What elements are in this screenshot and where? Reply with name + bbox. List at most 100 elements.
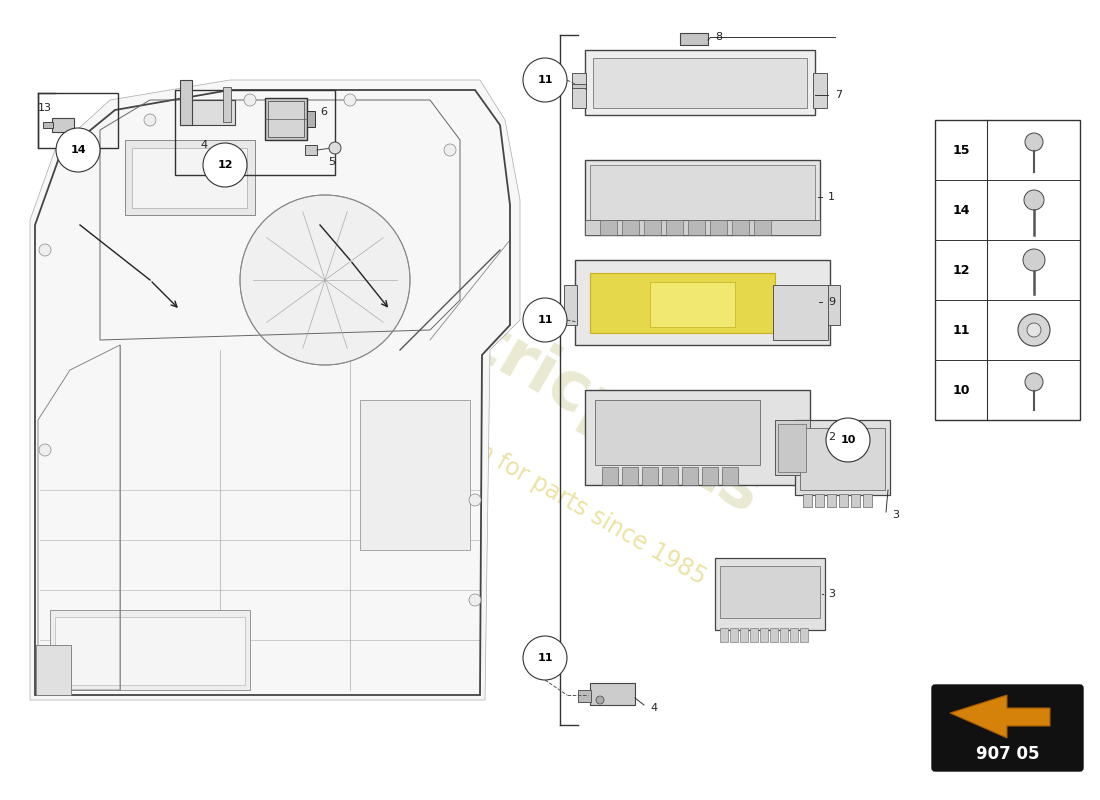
FancyBboxPatch shape [55, 617, 245, 685]
Text: 14: 14 [953, 203, 970, 217]
Circle shape [56, 128, 100, 172]
FancyBboxPatch shape [662, 467, 678, 485]
FancyBboxPatch shape [688, 220, 705, 235]
Circle shape [522, 298, 566, 342]
FancyBboxPatch shape [790, 628, 798, 642]
Circle shape [469, 494, 481, 506]
Circle shape [444, 144, 456, 156]
Text: 6: 6 [320, 107, 327, 117]
FancyBboxPatch shape [773, 285, 828, 340]
FancyBboxPatch shape [827, 285, 840, 325]
Circle shape [1025, 373, 1043, 391]
FancyBboxPatch shape [180, 100, 235, 125]
FancyBboxPatch shape [564, 285, 578, 325]
FancyBboxPatch shape [585, 50, 815, 115]
FancyBboxPatch shape [305, 145, 317, 155]
Text: 11: 11 [537, 653, 552, 663]
Circle shape [1025, 133, 1043, 151]
FancyBboxPatch shape [815, 494, 824, 507]
FancyBboxPatch shape [590, 683, 635, 705]
Text: 12: 12 [218, 160, 233, 170]
FancyBboxPatch shape [864, 494, 872, 507]
Circle shape [1023, 249, 1045, 271]
Text: 4: 4 [200, 140, 207, 150]
FancyBboxPatch shape [754, 220, 771, 235]
FancyBboxPatch shape [578, 690, 591, 702]
FancyBboxPatch shape [682, 467, 698, 485]
FancyBboxPatch shape [180, 80, 192, 125]
FancyBboxPatch shape [621, 220, 639, 235]
FancyBboxPatch shape [851, 494, 860, 507]
Text: 2: 2 [828, 432, 835, 442]
FancyBboxPatch shape [132, 148, 248, 208]
FancyBboxPatch shape [43, 122, 53, 128]
Text: 11: 11 [537, 75, 552, 85]
FancyBboxPatch shape [776, 420, 810, 475]
Circle shape [39, 444, 51, 456]
FancyBboxPatch shape [572, 73, 586, 108]
Text: 5: 5 [328, 157, 336, 167]
FancyBboxPatch shape [307, 111, 315, 127]
Text: 1: 1 [828, 192, 835, 202]
Text: 7: 7 [835, 90, 843, 100]
Circle shape [596, 696, 604, 704]
Text: 8: 8 [715, 32, 722, 42]
Text: 12: 12 [953, 263, 970, 277]
FancyBboxPatch shape [722, 467, 738, 485]
Text: 3: 3 [892, 510, 899, 520]
FancyBboxPatch shape [839, 494, 848, 507]
Polygon shape [950, 695, 1050, 738]
Circle shape [329, 142, 341, 154]
Circle shape [1024, 190, 1044, 210]
FancyBboxPatch shape [813, 73, 827, 108]
FancyBboxPatch shape [585, 220, 820, 235]
FancyBboxPatch shape [800, 428, 886, 490]
Polygon shape [30, 80, 520, 700]
FancyBboxPatch shape [593, 58, 807, 108]
FancyBboxPatch shape [595, 400, 760, 465]
Circle shape [469, 594, 481, 606]
FancyBboxPatch shape [666, 220, 683, 235]
FancyBboxPatch shape [740, 628, 748, 642]
Text: 10: 10 [953, 383, 970, 397]
Circle shape [344, 94, 356, 106]
FancyBboxPatch shape [265, 98, 307, 140]
FancyBboxPatch shape [827, 494, 836, 507]
Text: 9: 9 [828, 297, 835, 307]
Circle shape [204, 143, 248, 187]
Text: 907 05: 907 05 [976, 745, 1040, 763]
Text: 13: 13 [39, 103, 52, 113]
FancyBboxPatch shape [52, 118, 74, 132]
Text: a passion for parts since 1985: a passion for parts since 1985 [389, 390, 711, 590]
FancyBboxPatch shape [600, 220, 617, 235]
FancyBboxPatch shape [602, 467, 618, 485]
FancyBboxPatch shape [730, 628, 738, 642]
Circle shape [826, 418, 870, 462]
Circle shape [1018, 314, 1050, 346]
FancyBboxPatch shape [621, 467, 638, 485]
FancyBboxPatch shape [585, 160, 820, 235]
Text: 4: 4 [650, 703, 657, 713]
FancyBboxPatch shape [932, 685, 1084, 771]
Circle shape [522, 58, 566, 102]
FancyBboxPatch shape [642, 467, 658, 485]
Circle shape [522, 636, 566, 680]
Text: electricparts: electricparts [327, 232, 773, 528]
FancyBboxPatch shape [268, 101, 304, 137]
FancyBboxPatch shape [770, 628, 778, 642]
Text: 11: 11 [537, 315, 552, 325]
Circle shape [244, 94, 256, 106]
FancyBboxPatch shape [720, 566, 820, 618]
FancyBboxPatch shape [780, 628, 788, 642]
Circle shape [1027, 323, 1041, 337]
Text: 11: 11 [953, 323, 970, 337]
FancyBboxPatch shape [710, 220, 727, 235]
FancyBboxPatch shape [750, 628, 758, 642]
Circle shape [39, 244, 51, 256]
FancyBboxPatch shape [125, 140, 255, 215]
FancyBboxPatch shape [585, 390, 810, 485]
FancyBboxPatch shape [590, 165, 815, 220]
FancyBboxPatch shape [50, 610, 250, 690]
FancyBboxPatch shape [715, 558, 825, 630]
FancyBboxPatch shape [800, 628, 808, 642]
